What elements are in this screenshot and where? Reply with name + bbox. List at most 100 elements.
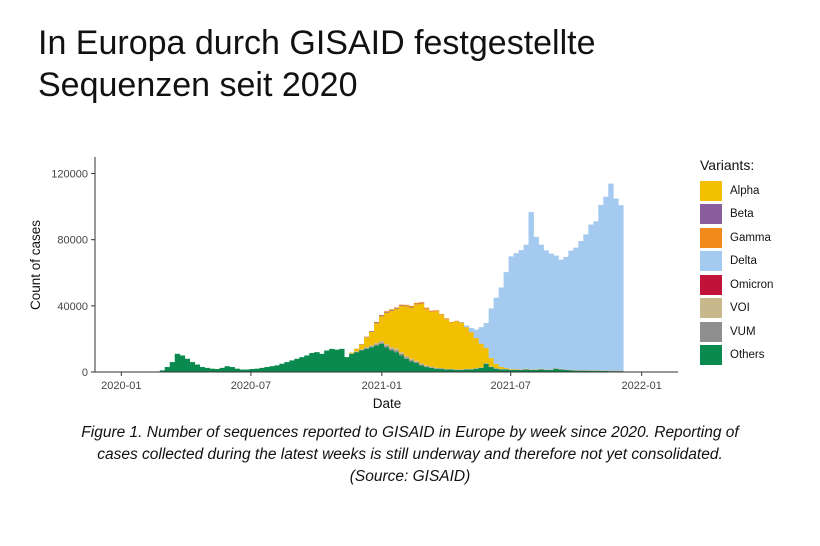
bar-delta-week-78 (548, 253, 554, 370)
legend-label: VUM (730, 325, 756, 338)
bar-gamma-week-45 (384, 311, 390, 312)
bar-delta-week-66 (488, 308, 495, 359)
bar-others-week-48 (398, 355, 405, 372)
bar-others-week-27 (294, 358, 300, 372)
bar-voi-week-50 (408, 358, 415, 361)
bar-others-week-14 (229, 367, 235, 372)
bar-beta-week-50 (408, 307, 415, 308)
bar-others-week-13 (224, 366, 230, 372)
bar-others-week-33 (324, 350, 330, 372)
legend-swatch (700, 180, 722, 201)
bar-alpha-week-67 (493, 363, 500, 369)
bar-others-week-39 (354, 352, 360, 372)
bar-voi-week-46 (388, 347, 395, 349)
x-tick-label: 2021-07 (491, 380, 531, 392)
legend-swatch (700, 227, 722, 248)
bar-voi-week-52 (418, 363, 425, 365)
bar-others-week-84 (578, 370, 584, 372)
bar-others-week-71 (513, 370, 519, 372)
legend-item-beta: Beta (700, 203, 810, 227)
bar-others-week-28 (299, 357, 305, 372)
bar-voi-week-54 (428, 366, 435, 368)
bar-vum-week-47 (393, 350, 400, 353)
bar-gamma-week-54 (428, 310, 435, 312)
bar-vum-week-55 (433, 368, 440, 369)
bar-others-week-5 (184, 358, 191, 372)
legend-item-vum: VUM (700, 320, 810, 344)
bar-others-week-18 (249, 369, 255, 372)
legend-swatch (700, 274, 722, 295)
caption-line-3: (Source: GISAID) (349, 468, 471, 485)
bar-alpha-week-63 (473, 338, 480, 369)
bar-delta-week-77 (543, 250, 549, 370)
bar-gamma-week-44 (379, 314, 385, 316)
legend-item-delta: Delta (700, 250, 810, 274)
bar-voi-week-44 (379, 341, 385, 343)
bar-others-week-78 (548, 370, 554, 372)
bar-others-week-85 (583, 370, 589, 372)
bar-gamma-week-46 (388, 309, 395, 310)
bar-gamma-week-59 (453, 320, 460, 322)
bar-gamma-week-53 (423, 307, 430, 309)
x-tick-label: 2020-01 (101, 380, 141, 392)
bar-vum-week-48 (398, 353, 405, 356)
bar-others-week-74 (528, 370, 534, 372)
x-axis-label: Date (373, 396, 402, 411)
bar-delta-week-92 (618, 205, 624, 371)
bar-delta-week-65 (483, 323, 490, 348)
bar-delta-week-69 (503, 272, 509, 369)
bar-others-week-17 (244, 369, 250, 372)
bar-others-week-20 (259, 367, 265, 372)
bar-delta-week-89 (603, 196, 609, 371)
bar-beta-week-41 (364, 336, 370, 338)
bar-vum-week-43 (374, 344, 380, 346)
bar-voi-week-42 (369, 345, 375, 347)
bar-vum-week-54 (428, 367, 435, 368)
bar-alpha-week-44 (379, 316, 385, 342)
bar-others-week-62 (468, 369, 475, 372)
legend-label: Omicron (730, 278, 774, 291)
chart-bars (159, 183, 624, 372)
legend-label: Others (730, 349, 765, 362)
bar-gamma-week-50 (408, 305, 415, 308)
bar-others-week-26 (289, 360, 295, 372)
legend-items: Alpha Beta Gamma Delta Omicron VOI VUM Others (700, 179, 810, 367)
bar-others-week-1 (164, 367, 171, 372)
bar-delta-week-82 (568, 250, 574, 370)
bar-delta-week-68 (498, 287, 504, 367)
x-tick-label: 2021-01 (362, 380, 402, 392)
bar-others-week-79 (553, 368, 559, 372)
bar-delta-week-87 (593, 221, 599, 371)
y-axis-label: Count of cases (28, 220, 43, 310)
bar-others-week-42 (369, 347, 375, 372)
bar-alpha-week-68 (498, 366, 504, 369)
bar-alpha-week-53 (423, 309, 430, 366)
bar-others-week-81 (563, 370, 569, 372)
bar-others-week-12 (219, 367, 225, 372)
y-ticks: 0 40000 80000 120000 (51, 169, 95, 379)
chart-legend: Variants: Alpha Beta Gamma Delta Omicron VOI V… (700, 157, 810, 367)
bar-others-week-72 (518, 370, 524, 372)
bar-delta-week-90 (608, 183, 614, 371)
bar-others-week-46 (388, 350, 395, 372)
bar-others-week-3 (174, 353, 181, 372)
bar-delta-week-85 (583, 234, 589, 371)
bar-others-week-77 (543, 370, 549, 372)
bar-others-week-59 (453, 370, 460, 372)
bar-gamma-week-60 (458, 322, 465, 324)
bar-others-week-61 (463, 369, 470, 372)
bar-delta-week-79 (553, 255, 559, 369)
bar-others-week-83 (573, 370, 579, 372)
bar-vum-week-42 (369, 346, 375, 348)
bar-others-week-57 (443, 369, 450, 372)
bar-alpha-week-41 (364, 337, 370, 348)
bar-others-week-11 (214, 369, 220, 372)
bar-vum-week-46 (388, 348, 395, 351)
bar-others-week-22 (269, 366, 275, 372)
legend-item-voi: VOI (700, 297, 810, 321)
bar-others-week-86 (588, 370, 594, 372)
bar-voi-week-53 (423, 365, 430, 367)
bar-delta-week-86 (588, 224, 594, 371)
y-tick-label: 40000 (57, 301, 88, 313)
bar-others-week-31 (314, 352, 320, 372)
